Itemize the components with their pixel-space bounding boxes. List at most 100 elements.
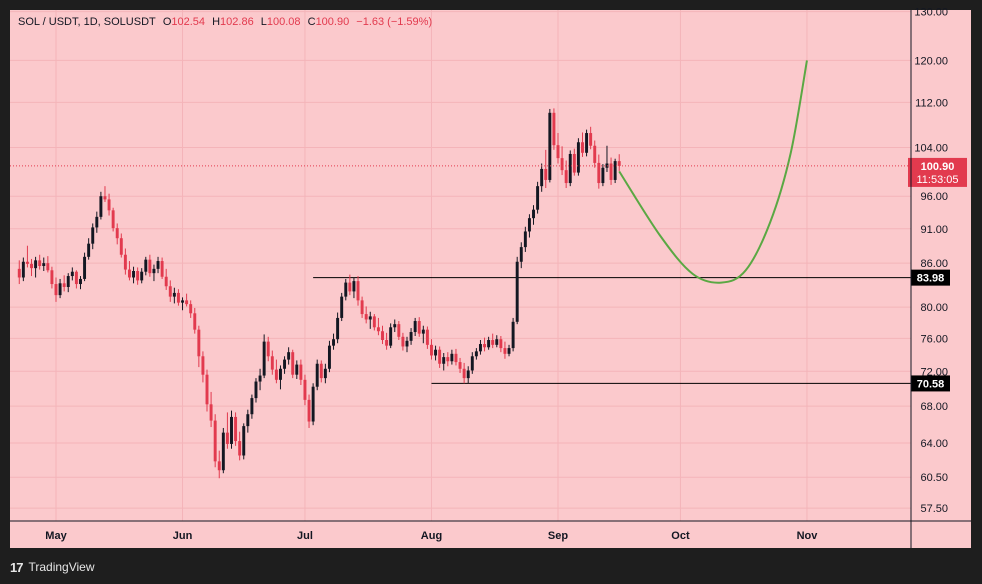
candle-body (234, 416, 238, 442)
candle-body (303, 379, 307, 400)
candle-body (197, 329, 201, 357)
price-tick-label: 68.00 (920, 401, 948, 413)
price-tick-label: 64.00 (920, 438, 948, 450)
price-tick-label: 72.00 (920, 366, 948, 378)
symbol-title[interactable]: SOL / USDT, 1D, SOLUSDT (18, 16, 156, 28)
candle-body (413, 321, 417, 333)
candle-body (307, 399, 311, 422)
candle-body (107, 199, 111, 211)
price-tick-label: 104.00 (914, 143, 948, 155)
candle-body (323, 368, 327, 379)
candle-body (225, 432, 229, 444)
candle-body (279, 368, 282, 380)
candle-body (156, 261, 160, 269)
candle-body (564, 170, 568, 184)
time-axis-background[interactable] (10, 521, 971, 548)
candle-body (336, 317, 340, 340)
plot-area-background (10, 10, 911, 521)
candle-body (511, 321, 515, 349)
candle-body (568, 153, 572, 184)
time-tick-label: Sep (548, 530, 568, 542)
candle-body (209, 404, 213, 421)
candle-body (348, 282, 352, 292)
candle-body (397, 324, 401, 337)
candle-body (172, 292, 176, 297)
candle-body (442, 357, 446, 364)
candle-body (478, 344, 482, 352)
candle-body (258, 375, 262, 382)
candle-body (115, 228, 119, 239)
candle-body (421, 329, 425, 334)
candle-body (454, 353, 458, 363)
time-tick-label: Nov (797, 530, 819, 542)
candle-body (87, 243, 91, 257)
candle-body (372, 316, 376, 328)
candle-body (58, 283, 62, 296)
candle-body (144, 259, 148, 272)
low-value: 100.08 (266, 16, 301, 28)
candle-body (119, 238, 123, 255)
candle-body (160, 261, 164, 277)
candle-body (609, 163, 613, 180)
current-price-tag[interactable] (908, 157, 967, 187)
candle-body (99, 196, 103, 217)
candle-body (409, 332, 413, 341)
price-tick-label: 76.00 (920, 333, 948, 345)
candle-body (356, 281, 360, 301)
candle-body (127, 269, 131, 278)
ohlc-legend: SOL / USDT, 1D, SOLUSDT O102.54 H102.86 … (18, 16, 432, 28)
time-tick-label: Jun (173, 530, 193, 542)
candle-body (527, 218, 531, 232)
candle-body (405, 340, 409, 347)
high-label: H (212, 16, 221, 28)
candle-body (487, 340, 491, 348)
candle-body (54, 284, 58, 296)
candle-body (344, 282, 348, 297)
price-tick-label: 60.50 (920, 472, 948, 484)
candle-body (376, 327, 380, 332)
close-label: C (307, 16, 316, 28)
candle-body (548, 112, 552, 180)
candle-body (274, 369, 278, 380)
candle-body (189, 304, 193, 314)
candle-body (38, 260, 42, 267)
close-value: 100.90 (315, 16, 350, 28)
candle-body (25, 261, 29, 264)
candle-body (70, 271, 74, 277)
candle-body (483, 344, 487, 348)
candle-body (536, 186, 540, 210)
price-axis-background[interactable] (911, 10, 971, 521)
candle-body (238, 441, 242, 456)
candle-body (503, 348, 507, 354)
level-tag[interactable] (911, 269, 950, 286)
level-tag[interactable] (911, 375, 950, 392)
candle-body (495, 339, 499, 345)
current-price-countdown: 11:53:05 (916, 174, 958, 186)
candle-body (270, 356, 274, 370)
candle-body (319, 363, 323, 379)
candle-body (46, 263, 50, 271)
low-label: L (260, 16, 267, 28)
candle-body (283, 359, 287, 369)
brand-name[interactable]: TradingView (28, 560, 95, 574)
candle-body (523, 231, 527, 248)
tradingview-logo-icon[interactable]: 17 (10, 559, 24, 575)
level-tag-label: 70.58 (917, 378, 945, 390)
candle-body (74, 271, 78, 285)
candle-body (185, 300, 189, 305)
candle-body (385, 340, 389, 346)
candle-body (552, 112, 556, 146)
candle-body (168, 286, 172, 297)
candle-body (401, 336, 405, 347)
price-tick-label: 120.00 (914, 55, 948, 67)
candle-body (193, 313, 197, 330)
candle-body (417, 321, 421, 334)
candle-body (352, 281, 356, 292)
candle-body (140, 271, 144, 281)
candle-body (393, 324, 397, 328)
price-tick-label: 91.00 (920, 224, 948, 236)
candle-body (364, 314, 368, 320)
candle-body (430, 344, 433, 356)
